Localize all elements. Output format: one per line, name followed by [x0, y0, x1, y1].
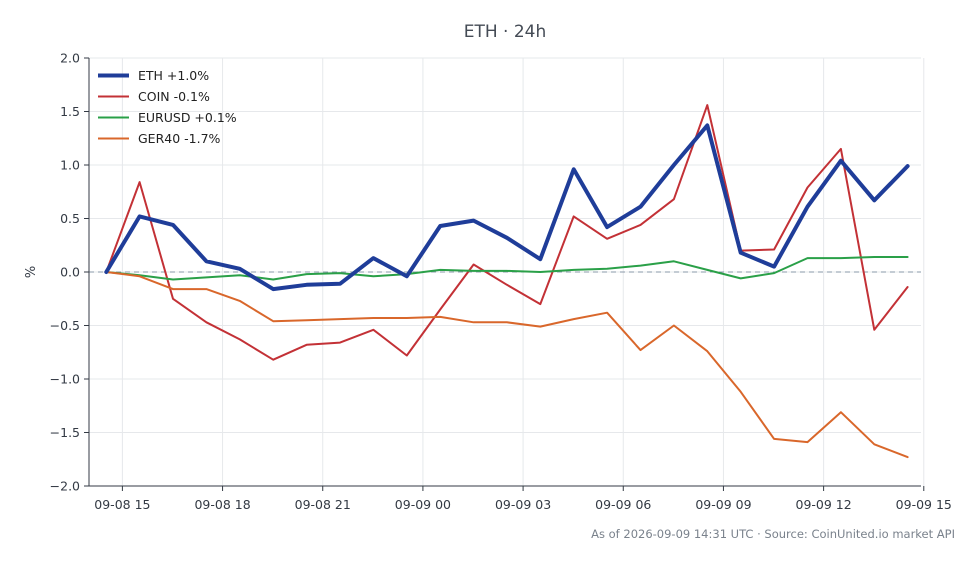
axes: 2.0 1.5 1.0 0.5 0.0 −0.5 −1.0 −1.5 −2.0 09-08 15 0…	[50, 51, 952, 513]
series-line-coin	[105, 104, 909, 361]
chart-title: ETH · 24h	[464, 22, 547, 42]
y-tick-label: −1.5	[50, 425, 80, 440]
y-tick-label: 1.5	[60, 104, 80, 119]
y-tick-label: −1.0	[50, 372, 80, 387]
y-tick-label: 0.0	[60, 265, 80, 280]
y-tick-label: 2.0	[60, 51, 80, 66]
x-tick-label: 09-09 12	[796, 497, 852, 512]
series-line-eurusd	[105, 256, 909, 281]
x-tick-label: 09-08 15	[94, 497, 150, 512]
x-tick-label: 09-09 09	[695, 497, 751, 512]
x-tick-label: 09-08 21	[295, 497, 351, 512]
legend-label-eth: ETH +1.0%	[138, 68, 209, 83]
series-line-eth	[104, 123, 910, 292]
x-tick-label: 09-09 06	[595, 497, 651, 512]
y-tick-label: −2.0	[50, 479, 80, 494]
x-tick-label: 09-08 18	[194, 497, 250, 512]
y-tick-label: −0.5	[50, 318, 80, 333]
legend-label-ger40: GER40 -1.7%	[138, 131, 221, 146]
y-axis-label: %	[24, 266, 39, 278]
legend-label-coin: COIN -0.1%	[138, 89, 210, 104]
series-line-ger40	[105, 271, 909, 459]
y-tick-label: 0.5	[60, 211, 80, 226]
legend: ETH +1.0% COIN -0.1% EURUSD +0.1% GER40 -1.…	[98, 68, 237, 146]
y-tick-label: 1.0	[60, 158, 80, 173]
series-lines	[104, 104, 910, 459]
legend-label-eurusd: EURUSD +0.1%	[138, 110, 237, 125]
footer-source: As of 2026-09-09 14:31 UTC · Source: Coi…	[591, 527, 955, 541]
x-tick-label: 09-09 03	[495, 497, 551, 512]
x-tick-label: 09-09 00	[395, 497, 451, 512]
x-tick-label: 09-09 15	[896, 497, 952, 512]
